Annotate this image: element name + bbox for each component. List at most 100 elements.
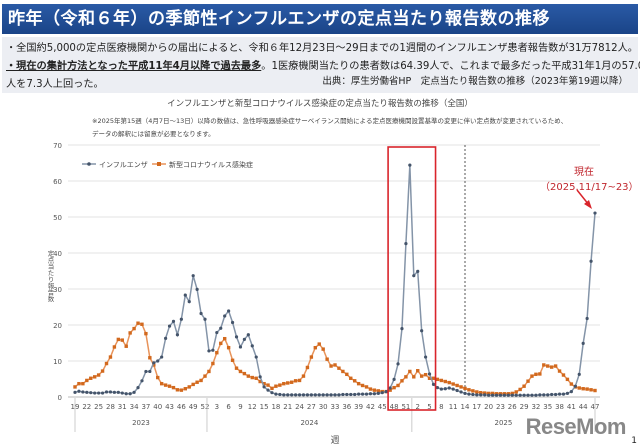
- influenza-point: [325, 393, 329, 397]
- x-tick-label: 52: [201, 403, 210, 411]
- x-tick-label: 40: [153, 403, 162, 411]
- x-tick-label: 25: [94, 403, 103, 411]
- x-tick-label: 21: [283, 403, 292, 411]
- summary-line-3: 人を7.3人上回った。: [6, 79, 104, 90]
- covid-point: [191, 382, 195, 387]
- x-tick-label: 29: [520, 403, 529, 411]
- influenza-point: [183, 293, 187, 297]
- influenza-point: [368, 392, 373, 396]
- influenza-point: [424, 355, 428, 359]
- x-axis-label: 週: [330, 435, 339, 446]
- covid-point: [195, 380, 199, 384]
- influenza-point: [384, 390, 388, 394]
- influenza-point: [408, 163, 412, 167]
- summary-line-2-rest: 。1医療機関当たりの患者数は64.39人で、これまで最多だった平成31年1月の5…: [261, 61, 640, 72]
- covid-point: [238, 369, 243, 374]
- influenza-point: [431, 382, 436, 386]
- x-tick-label: 36: [342, 403, 351, 411]
- influenza-point: [215, 330, 219, 335]
- covid-point: [274, 384, 278, 388]
- influenza-point: [412, 274, 416, 278]
- influenza-point: [171, 319, 176, 323]
- influenza-point: [416, 269, 420, 273]
- influenza-point: [455, 388, 459, 393]
- influenza-point: [305, 393, 310, 397]
- covid-point: [416, 369, 420, 373]
- influenza-point: [321, 393, 325, 397]
- y-tick-label: 20: [53, 322, 62, 330]
- covid-point: [518, 387, 522, 392]
- influenza-point: [522, 393, 526, 397]
- influenza-point: [404, 242, 408, 246]
- influenza-point: [254, 355, 258, 359]
- covid-point: [73, 385, 77, 389]
- covid-point: [534, 372, 538, 377]
- covid-point: [553, 364, 558, 368]
- influenza-point: [144, 369, 148, 374]
- influenza-point: [286, 393, 290, 397]
- influenza-point: [538, 393, 542, 397]
- covid-point: [368, 387, 373, 391]
- influenza-point: [167, 324, 172, 328]
- covid-point: [486, 391, 491, 396]
- influenza-point: [341, 392, 345, 397]
- covid-point: [459, 385, 463, 389]
- influenza-point: [514, 393, 518, 397]
- y-tick-label: 50: [53, 214, 62, 222]
- influenza-point: [132, 390, 136, 394]
- covid-point: [246, 374, 251, 378]
- influenza-point: [483, 393, 487, 397]
- covid-point: [112, 345, 117, 349]
- covid-point: [581, 387, 585, 391]
- influenza-point: [81, 390, 85, 394]
- current-annotation-date: （2025.11/17~23）: [540, 182, 639, 193]
- page-number: 1: [631, 436, 637, 446]
- x-tick-label: 24: [295, 403, 304, 411]
- x-tick-label: 28: [106, 403, 115, 411]
- covid-point: [219, 341, 223, 346]
- y-tick-label: 30: [53, 286, 62, 294]
- covid-point: [207, 369, 211, 374]
- influenza-point: [156, 359, 160, 363]
- influenza-point: [364, 392, 369, 396]
- influenza-point: [258, 375, 262, 379]
- y-tick-label: 70: [53, 142, 62, 150]
- covid-point: [104, 361, 109, 366]
- covid-point: [286, 381, 290, 385]
- x-tick-label: 5: [427, 403, 431, 411]
- influenza-point: [250, 344, 254, 348]
- influenza-point: [487, 393, 491, 397]
- covid-point: [183, 387, 188, 391]
- covid-point: [175, 388, 180, 392]
- x-tick-label: 6: [226, 403, 231, 411]
- influenza-point: [573, 384, 577, 388]
- influenza-point: [502, 393, 506, 397]
- influenza-point: [451, 387, 455, 391]
- influenza-point: [565, 391, 570, 395]
- x-tick-label: 35: [543, 403, 552, 411]
- influenza-point: [191, 274, 195, 278]
- influenza-point: [309, 393, 313, 397]
- chart-title: インフルエンザと新型コロナウイルス感染症の定点当たり報告数の推移（全国）: [167, 99, 473, 109]
- covid-point: [565, 377, 570, 382]
- covid-point: [569, 382, 574, 386]
- influenza-point: [439, 387, 443, 391]
- covid-point: [482, 391, 487, 395]
- influenza-point: [179, 317, 183, 321]
- slide-title: 昨年（令和６年）の季節性インフルエンザの定点当たり報告数の推移: [2, 4, 638, 34]
- covid-point: [325, 357, 329, 361]
- x-tick-label: 42: [366, 403, 375, 411]
- influenza-point: [100, 391, 105, 395]
- y-tick-label: 60: [53, 178, 62, 186]
- influenza-point: [353, 392, 357, 397]
- influenza-point: [542, 393, 546, 397]
- peak-highlight-box: [387, 146, 437, 411]
- influenza-point: [471, 392, 475, 397]
- covid-point: [337, 366, 341, 370]
- covid-point: [92, 375, 97, 379]
- summary-line-2: ・現在の集計方法となった平成11年4月以降で過去最多。1医療機関当たりの患者数は…: [6, 58, 640, 76]
- x-tick-label: 23: [496, 403, 505, 411]
- covid-point: [144, 331, 148, 336]
- influenza-point: [108, 390, 113, 394]
- covid-point: [81, 381, 85, 386]
